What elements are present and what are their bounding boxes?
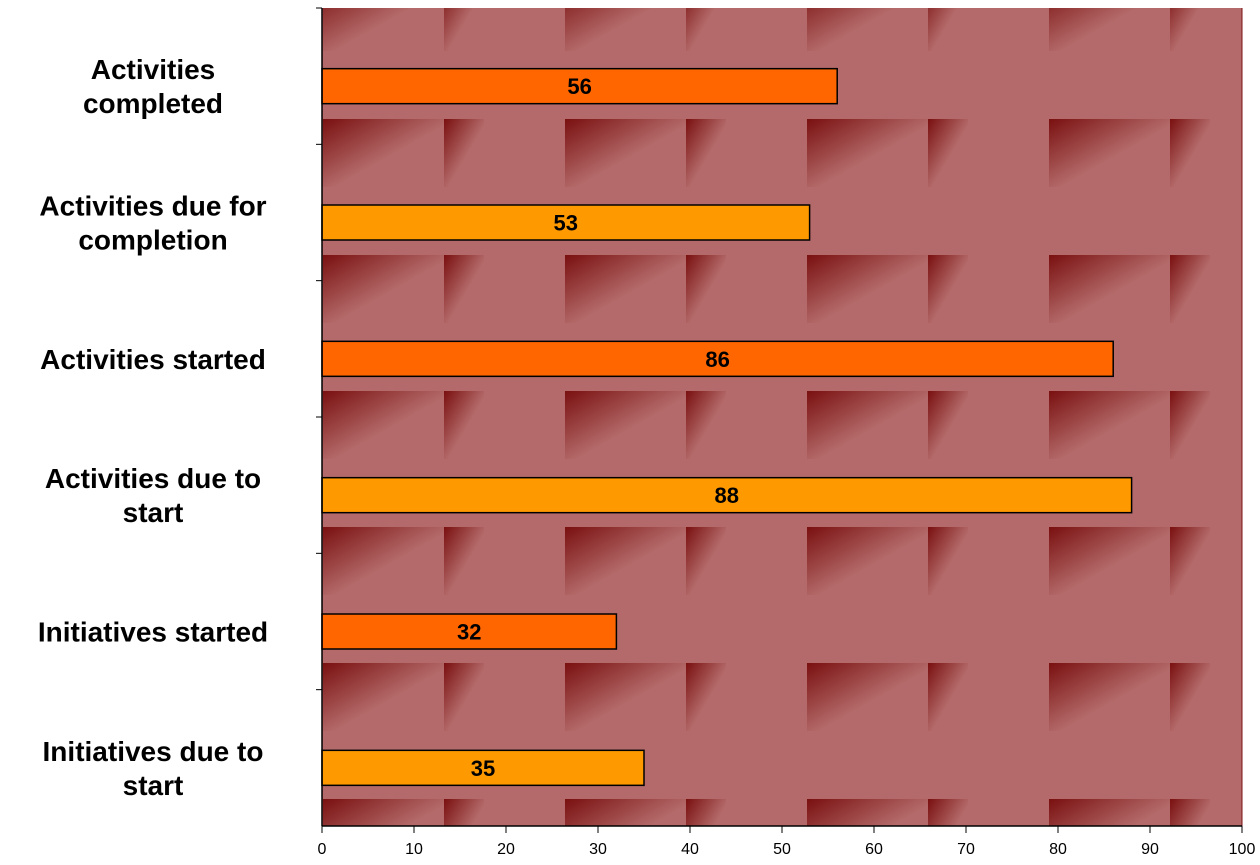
category-label-1-line-1: completion: [78, 225, 227, 256]
bar-5: [321, 749, 645, 787]
category-label-2-line-0: Activities started: [40, 344, 266, 375]
category-label-5-line-0: Initiatives due to: [43, 736, 264, 767]
x-axis-tick-label-2: 20: [497, 841, 515, 858]
x-axis-tick-label-10: 100: [1229, 841, 1256, 858]
bars-group: [321, 67, 1133, 787]
x-axis-tick-label-4: 40: [681, 841, 699, 858]
bar-value-label-0: 56: [567, 74, 591, 99]
bar-labels-group: 56 53 86 88 32 35: [457, 74, 739, 781]
bar-value-label-5: 35: [471, 756, 495, 781]
category-label-0-line-0: Activities: [91, 54, 216, 85]
category-label-4: Initiatives started: [38, 617, 268, 648]
category-label-4-line-0: Initiatives started: [38, 617, 268, 648]
x-axis-tick-label-7: 70: [957, 841, 975, 858]
x-axis-tick-label-1: 10: [405, 841, 423, 858]
bar-0: [321, 67, 838, 105]
x-axis-tick-label-8: 80: [1049, 841, 1067, 858]
x-axis-tick-label-3: 30: [589, 841, 607, 858]
category-label-1: Activities due for completion: [39, 191, 266, 256]
category-label-2: Activities started: [40, 344, 266, 375]
category-label-0-line-1: completed: [83, 88, 223, 119]
bar-2: [321, 340, 1114, 378]
x-axis-ticks-group: 0 10 20 30 40 50 60 70 80 90 100: [318, 826, 1256, 858]
x-axis-tick-label-9: 90: [1141, 841, 1159, 858]
category-label-1-line-0: Activities due for: [39, 191, 266, 222]
x-axis-tick-label-5: 50: [773, 841, 791, 858]
x-axis-tick-label-0: 0: [318, 841, 327, 858]
x-axis-tick-label-6: 60: [865, 841, 883, 858]
category-label-3-line-1: start: [123, 497, 184, 528]
category-label-0: Activities completed: [83, 54, 223, 119]
category-label-5-line-1: start: [123, 770, 184, 801]
bar-value-label-3: 88: [715, 483, 739, 508]
category-label-3-line-0: Activities due to: [45, 463, 261, 494]
category-label-5: Initiatives due to start: [43, 736, 264, 801]
bar-value-label-2: 86: [705, 347, 729, 372]
bar-value-label-1: 53: [554, 211, 578, 236]
bar-1: [321, 204, 811, 241]
plot-area-background: [322, 8, 1242, 826]
category-label-3: Activities due to start: [45, 463, 261, 528]
bar-value-label-4: 32: [457, 620, 481, 645]
bar-3: [321, 476, 1133, 514]
